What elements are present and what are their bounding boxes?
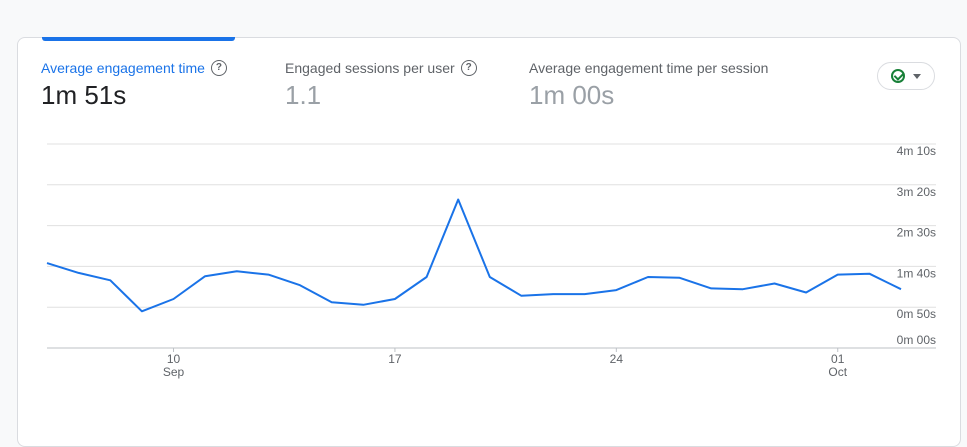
y-tick-label: 0m 00s bbox=[897, 333, 936, 347]
help-icon[interactable]: ? bbox=[210, 60, 227, 76]
data-point[interactable] bbox=[137, 306, 147, 316]
line-chart: 4m 10s 3m 20s 2m 30s 1m 40s 0m 50s 0m 00s 10Se… bbox=[42, 143, 936, 379]
y-tick-label: 0m 50s bbox=[897, 307, 936, 321]
data-point[interactable] bbox=[864, 269, 874, 279]
metric-label: Average engagement time bbox=[41, 60, 205, 76]
metric-engaged-sessions-per-user[interactable]: Engaged sessions per user ? 1.1 bbox=[285, 60, 477, 111]
data-point[interactable] bbox=[42, 258, 52, 268]
data-point[interactable] bbox=[738, 284, 748, 294]
data-point[interactable] bbox=[105, 275, 115, 285]
data-point[interactable] bbox=[295, 280, 305, 290]
data-point[interactable] bbox=[232, 266, 242, 276]
data-point[interactable] bbox=[169, 294, 179, 304]
data-point[interactable] bbox=[263, 270, 273, 280]
y-tick-label: 1m 40s bbox=[897, 266, 936, 280]
metric-value: 1m 00s bbox=[529, 80, 615, 110]
data-point[interactable] bbox=[422, 272, 432, 282]
x-tick-sublabel: Oct bbox=[828, 365, 847, 379]
x-tick-sublabel: Sep bbox=[163, 365, 185, 379]
data-point[interactable] bbox=[611, 285, 621, 295]
data-point[interactable] bbox=[548, 289, 558, 299]
data-point[interactable] bbox=[390, 294, 400, 304]
y-tick-label: 4m 10s bbox=[897, 144, 936, 158]
metric-label: Average engagement time per session bbox=[529, 60, 769, 76]
x-tick-label: 01 bbox=[831, 352, 845, 366]
metric-value: 1.1 bbox=[285, 80, 322, 110]
x-tick-label: 17 bbox=[388, 352, 402, 366]
data-point[interactable] bbox=[200, 271, 210, 281]
series-line bbox=[46, 198, 902, 313]
y-tick-label: 2m 30s bbox=[897, 226, 936, 240]
metric-label: Engaged sessions per user bbox=[285, 60, 455, 76]
data-point[interactable] bbox=[675, 273, 685, 283]
caret-down-icon bbox=[913, 73, 921, 79]
x-tick-label: 24 bbox=[610, 352, 624, 366]
data-point[interactable] bbox=[801, 288, 811, 298]
data-point[interactable] bbox=[74, 268, 84, 278]
data-point[interactable] bbox=[327, 297, 337, 307]
metric-average-engagement-time-per-session[interactable]: Average engagement time per session 1m 0… bbox=[529, 60, 768, 111]
metric-average-engagement-time[interactable]: Average engagement time ? 1m 51s bbox=[41, 60, 227, 111]
chart-card bbox=[17, 37, 961, 447]
help-icon[interactable]: ? bbox=[460, 60, 477, 76]
data-point[interactable] bbox=[896, 284, 906, 294]
compare-dropdown-button[interactable] bbox=[877, 62, 935, 90]
data-point[interactable] bbox=[706, 283, 716, 293]
data-point[interactable] bbox=[833, 270, 843, 280]
metric-value: 1m 51s bbox=[41, 80, 127, 110]
data-point[interactable] bbox=[485, 272, 495, 282]
data-point[interactable] bbox=[453, 194, 463, 204]
data-point[interactable] bbox=[358, 300, 368, 310]
active-metric-indicator bbox=[42, 37, 235, 41]
data-point[interactable] bbox=[516, 291, 526, 301]
data-point[interactable] bbox=[769, 279, 779, 289]
data-point[interactable] bbox=[643, 272, 653, 282]
check-circle-icon bbox=[891, 69, 905, 83]
x-tick-label: 10 bbox=[167, 352, 181, 366]
data-point[interactable] bbox=[580, 289, 590, 299]
y-tick-label: 3m 20s bbox=[897, 185, 936, 199]
